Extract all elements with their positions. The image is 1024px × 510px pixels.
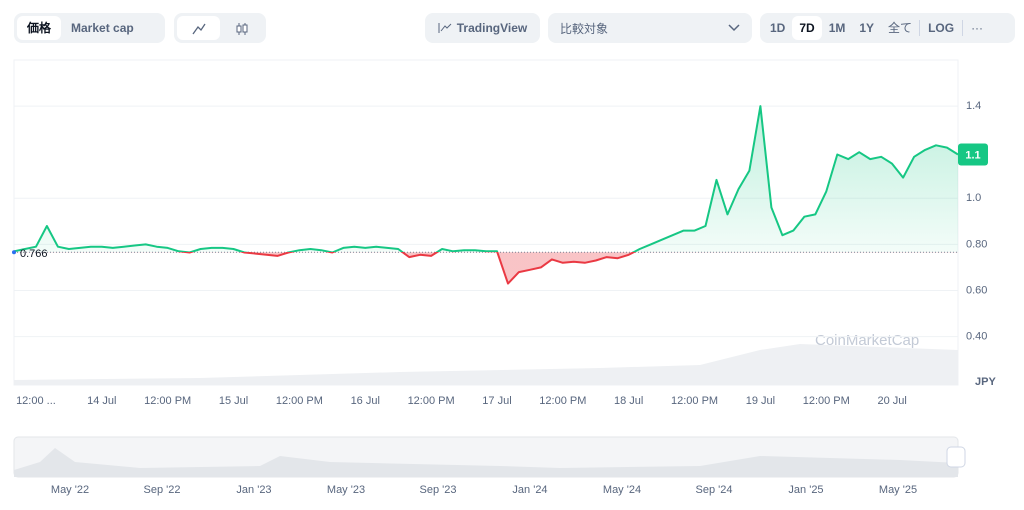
x-tick-label: 12:00 PM: [144, 395, 191, 407]
y-unit: JPY: [975, 376, 996, 388]
range-group: 1D 7D 1M 1Y 全て LOG ···: [760, 13, 1015, 43]
x-tick-label: 12:00 ...: [16, 395, 56, 407]
x-tick-label: 12:00 PM: [276, 395, 323, 407]
navigator-shade: [14, 448, 958, 477]
tab[interactable]: Market cap: [71, 21, 134, 35]
line-style-button[interactable]: [177, 16, 220, 40]
range-button[interactable]: 7D: [792, 16, 822, 40]
candle-icon: [236, 22, 247, 35]
compare-select[interactable]: 比較対象: [548, 13, 752, 43]
baseline-dot: [12, 250, 16, 255]
tab[interactable]: 価格: [17, 16, 62, 40]
tradingview-button[interactable]: TradingView: [425, 13, 540, 43]
y-tick-label: 0.60: [966, 284, 987, 296]
navigator-label: Sep '23: [420, 484, 457, 496]
current-badge: [958, 143, 988, 166]
navigator-label: Jan '25: [788, 484, 823, 496]
divider: [962, 20, 964, 36]
area-fill: [14, 106, 958, 284]
navigator-label: May '23: [327, 484, 365, 496]
current-label: 1.1: [965, 149, 980, 161]
watermark: CoinMarketCap: [815, 332, 919, 349]
price-line: [13, 105, 959, 285]
range-button[interactable]: 全て: [888, 21, 913, 35]
plot-frame: [13, 59, 959, 386]
x-tick-label: 16 Jul: [351, 395, 380, 407]
x-tick-label: 12:00 PM: [671, 395, 718, 407]
y-tick-label: 1.0: [966, 192, 981, 204]
navigator-label: May '22: [51, 484, 89, 496]
x-tick-label: 12:00 PM: [803, 395, 850, 407]
more-button[interactable]: ···: [971, 21, 984, 35]
navigator: [13, 436, 959, 478]
navigator-label: May '24: [603, 484, 641, 496]
x-tick-label: 19 Jul: [746, 395, 775, 407]
compare-label: 比較対象: [560, 21, 609, 36]
baseline-label: 0.766: [20, 248, 48, 260]
x-tick-label: 17 Jul: [482, 395, 511, 407]
navigator-handle[interactable]: [946, 446, 966, 468]
line-icon: [191, 23, 206, 35]
navigator-label: Sep '22: [144, 484, 181, 496]
navigator-label: Sep '24: [696, 484, 733, 496]
x-tick-label: 15 Jul: [219, 395, 248, 407]
navigator-label: May '25: [879, 484, 917, 496]
y-tick-label: 0.80: [966, 238, 987, 250]
x-tick-label: 12:00 PM: [408, 395, 455, 407]
x-tick-label: 20 Jul: [877, 395, 906, 407]
range-button[interactable]: 1D: [770, 21, 786, 35]
chevron: [728, 24, 740, 32]
y-tick-label: 0.40: [966, 331, 987, 343]
range-button[interactable]: 1Y: [859, 21, 875, 35]
x-tick-label: 12:00 PM: [539, 395, 586, 407]
range-button[interactable]: 1M: [828, 21, 846, 35]
log-button[interactable]: LOG: [928, 21, 955, 35]
y-tick-label: 1.4: [966, 100, 981, 112]
x-tick-label: 18 Jul: [614, 395, 643, 407]
tradingview-label: TradingView: [456, 21, 528, 35]
volume-shade: [14, 344, 958, 385]
navigator-label: Jan '24: [512, 484, 547, 496]
x-tick-label: 14 Jul: [87, 395, 116, 407]
tab-group: 価格 Market cap: [14, 13, 165, 43]
candle-style-button[interactable]: [220, 16, 263, 40]
divider: [919, 20, 921, 36]
tv-icon: [438, 23, 452, 33]
chart-style-group: [174, 13, 266, 43]
navigator-label: Jan '23: [236, 484, 271, 496]
